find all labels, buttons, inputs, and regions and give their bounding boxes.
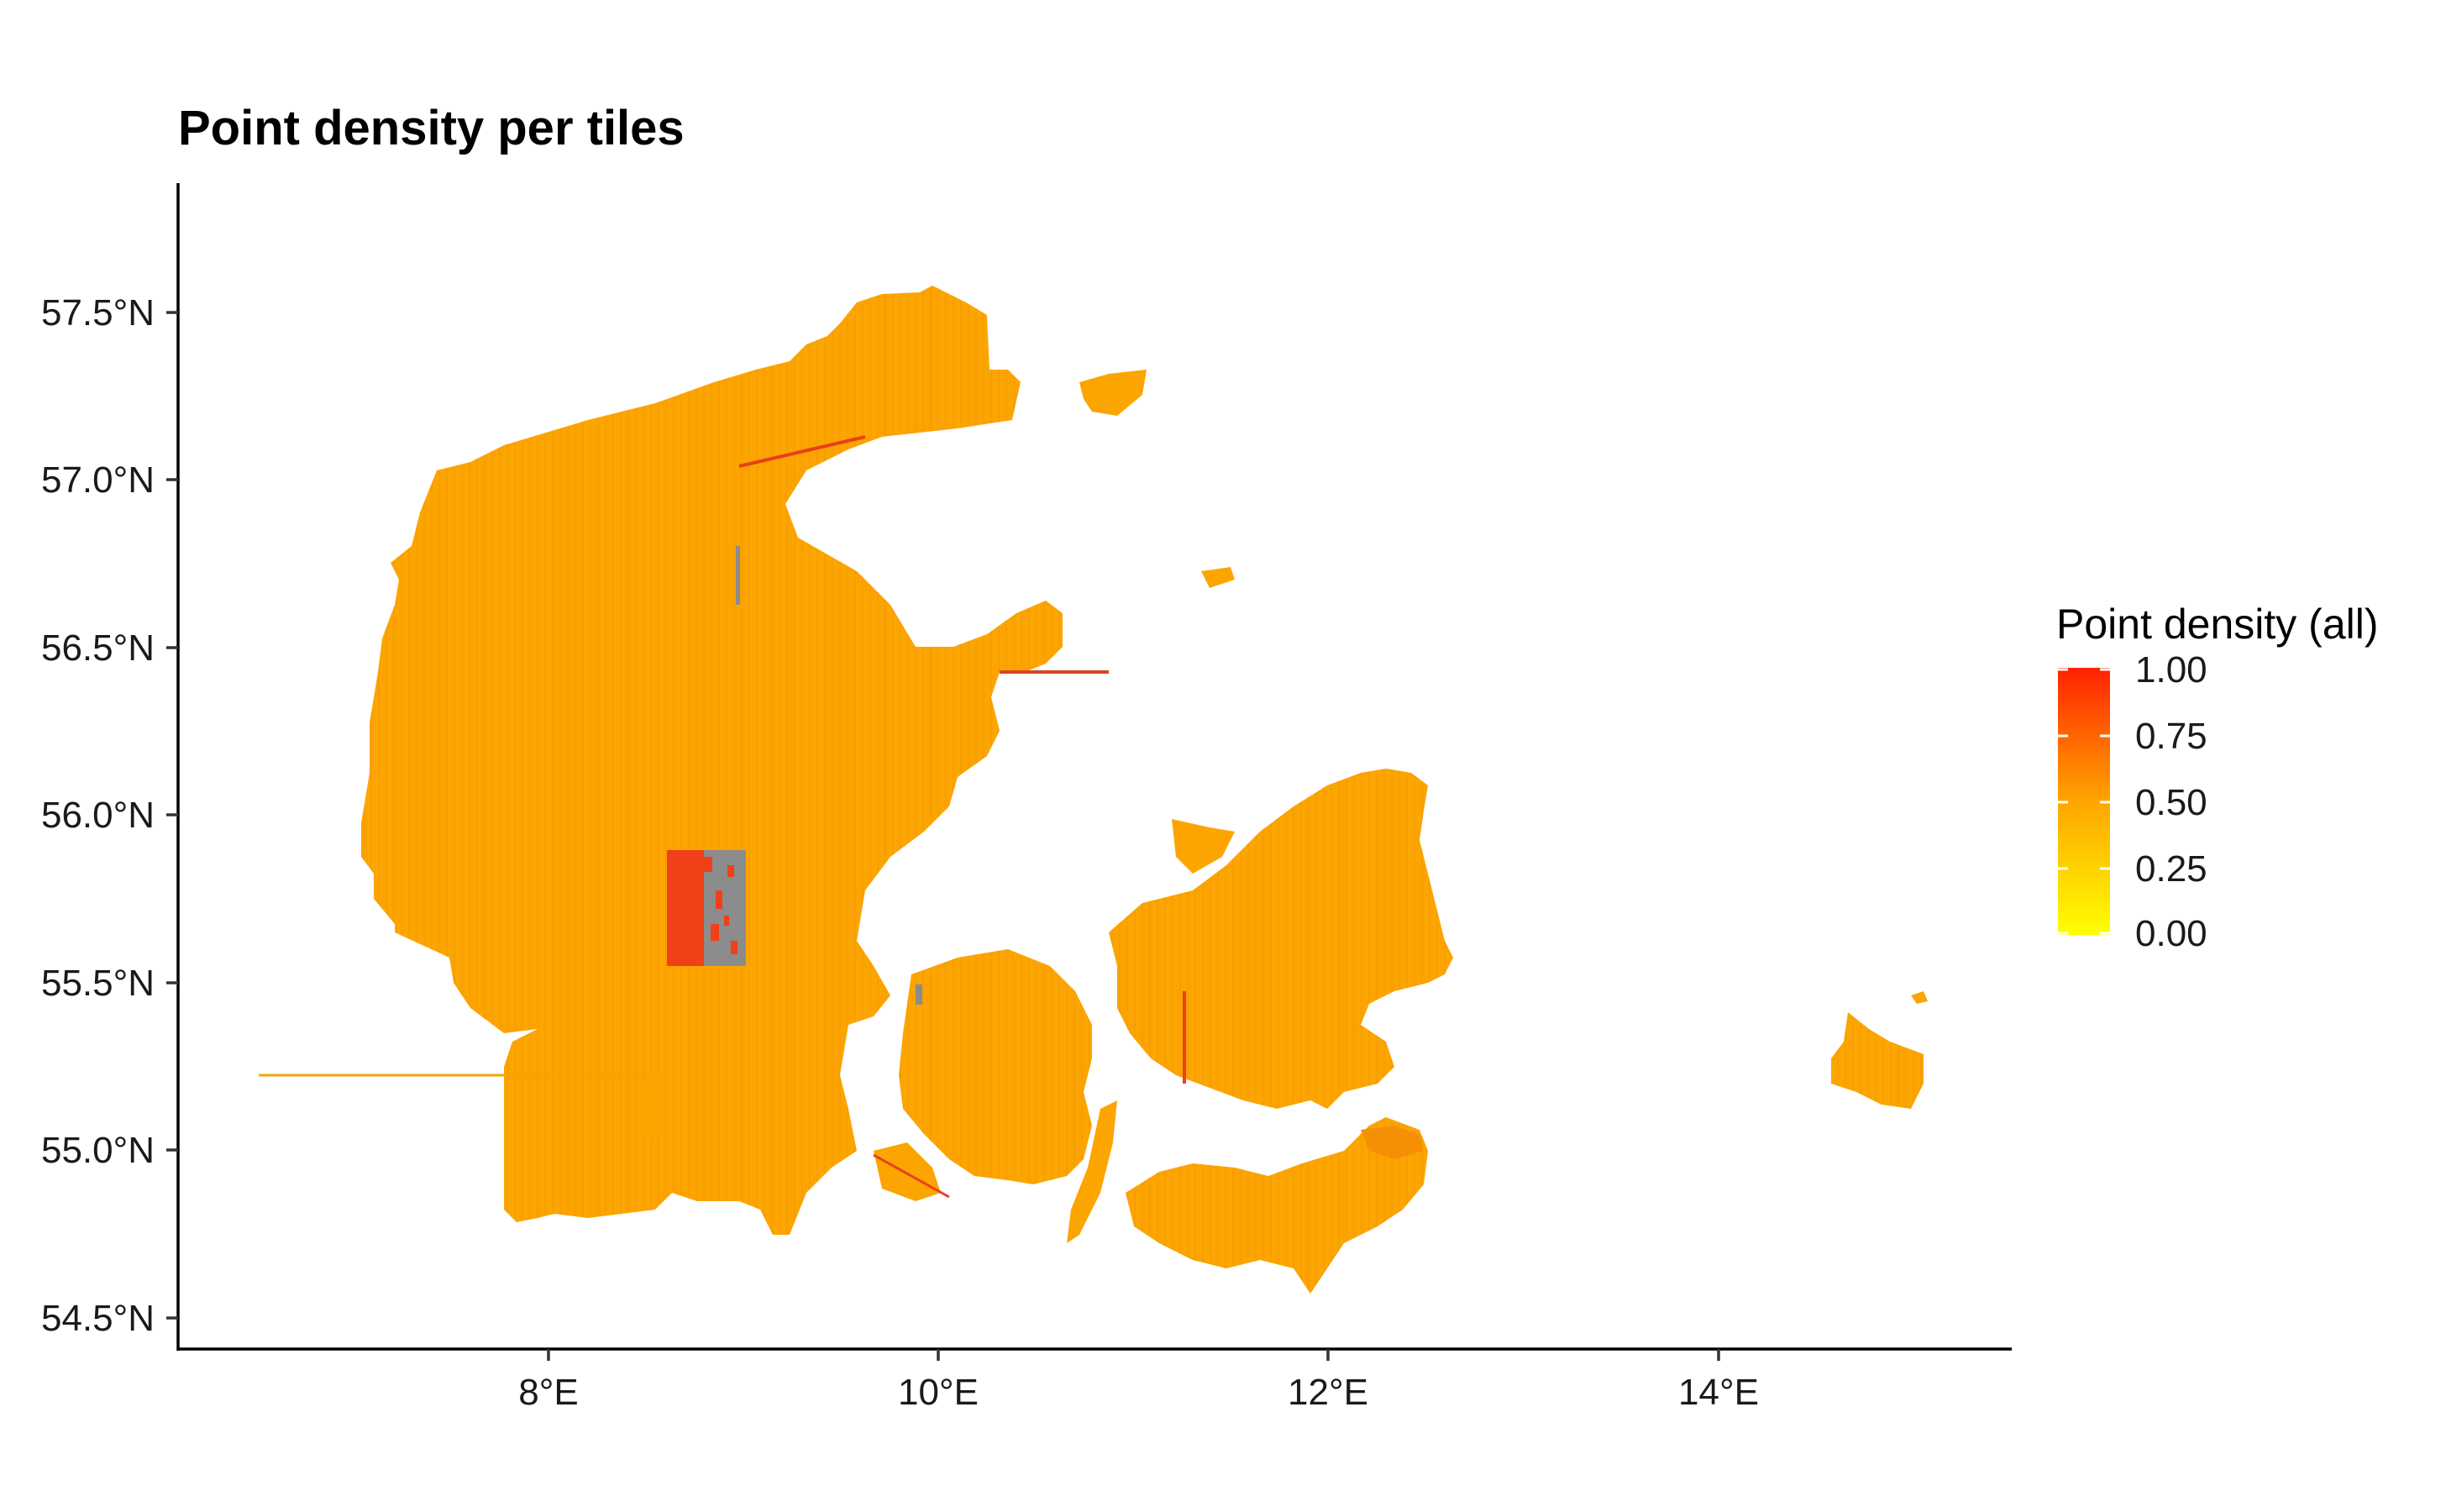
region-jutland (361, 286, 1063, 1235)
x-axis-ticks: 8°E 10°E 12°E 14°E (518, 1349, 1759, 1413)
x-tick-label: 12°E (1288, 1372, 1368, 1413)
region-lolland-falster (1126, 1117, 1428, 1294)
chart-title: Point density per tiles (178, 101, 685, 155)
y-tick-label: 56.5°N (41, 627, 155, 669)
dense-line (873, 1153, 950, 1199)
legend-label: 0.00 (2135, 913, 2207, 954)
region-bornholm (1831, 1012, 1924, 1109)
y-tick-label: 57.5°N (41, 292, 155, 333)
y-tick-label: 55.5°N (41, 963, 155, 1004)
region-mon (1361, 1126, 1424, 1159)
dense-tile-block (667, 850, 746, 966)
y-tick-label: 54.5°N (41, 1298, 155, 1339)
legend: Point density (all) 1.00 0.75 0.50 0.25 … (2056, 601, 2379, 954)
region-odsherred (1172, 819, 1235, 874)
region-zealand (1109, 769, 1453, 1109)
region-langeland (1067, 1100, 1117, 1243)
y-tick-label: 57.0°N (41, 459, 155, 501)
region-south-jutland-islands (638, 1067, 664, 1142)
region-christianso (1911, 991, 1928, 1004)
nodata-strip (916, 984, 922, 1005)
region-anholt (1201, 567, 1235, 588)
y-axis-ticks: 57.5°N 57.0°N 56.5°N 56.0°N 55.5°N 55.0°… (41, 292, 178, 1339)
nodata-strip (736, 546, 740, 605)
dense-line (738, 435, 866, 468)
region-laeso (1079, 370, 1147, 416)
x-tick-label: 14°E (1678, 1372, 1759, 1413)
legend-label: 1.00 (2135, 649, 2207, 690)
legend-title: Point density (all) (2056, 601, 2379, 648)
region-funen (899, 949, 1092, 1184)
x-tick-label: 10°E (898, 1372, 979, 1413)
legend-label: 0.75 (2135, 716, 2207, 757)
region-aero (874, 1142, 941, 1201)
legend-label: 0.50 (2135, 782, 2207, 823)
denmark-map (259, 286, 1928, 1294)
y-tick-label: 56.0°N (41, 795, 155, 836)
y-tick-label: 55.0°N (41, 1130, 155, 1171)
legend-label: 0.25 (2135, 848, 2207, 890)
x-tick-label: 8°E (518, 1372, 578, 1413)
